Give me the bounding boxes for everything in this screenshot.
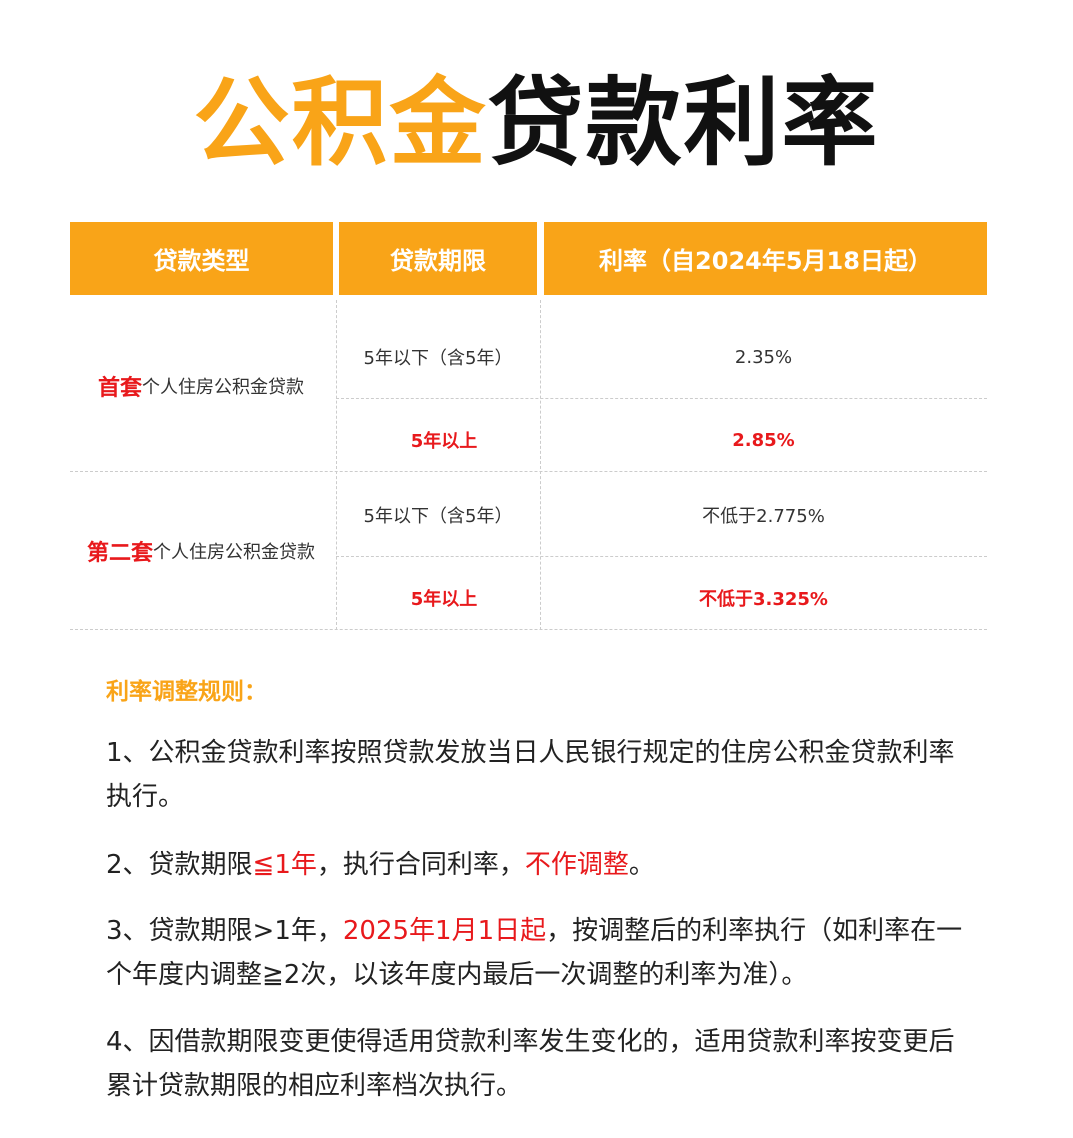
title-black: 贷款利率 [487, 67, 880, 179]
term-cell: 5年以下（含5年） [363, 506, 513, 527]
term-cell: 5年以下（含5年） [363, 348, 513, 369]
type-emphasis: 第二套 [86, 540, 153, 566]
rule-1: 1、公积金贷款利率按照贷款发放当日人民银行规定的住房公积金贷款利率执行。 [106, 738, 955, 812]
loan-type-second: 第二套 个人住房公积金贷款 [66, 472, 336, 629]
text: 。 [628, 850, 655, 880]
divider [336, 556, 987, 557]
header-rate: 利率（自2024年5月18日起） [544, 222, 987, 295]
text: ，按调整后的利率执行（如利率在一个年度内调整≧2次，以该年度内最后一次调整的利率… [106, 916, 963, 990]
highlight: 2025年1月1日起 [342, 916, 547, 946]
rate-cell: 不低于3.325% [699, 589, 828, 610]
divider [336, 398, 987, 399]
rules-heading: 利率调整规则： [106, 679, 267, 705]
term-cell: 5年以上 [410, 431, 478, 452]
rule-3: 3、贷款期限>1年，2025年1月1日起，按调整后的利率执行（如利率在一个年度内… [106, 909, 976, 997]
header-loan-term: 贷款期限 [339, 222, 537, 295]
divider [70, 629, 987, 630]
title-orange: 公积金 [193, 67, 488, 179]
highlight: ≦1年 [252, 850, 317, 880]
header-loan-type: 贷款类型 [70, 222, 333, 295]
rule-2: 2、贷款期限≦1年，执行合同利率，不作调整。 [106, 843, 976, 887]
rate-cell: 2.35% [734, 346, 793, 368]
loan-type-first: 首套 个人住房公积金贷款 [66, 300, 336, 471]
text: 2、贷款期限 [106, 850, 253, 880]
type-text: 个人住房公积金贷款 [142, 376, 304, 398]
term-cell: 5年以上 [410, 589, 478, 610]
rate-cell: 2.85% [732, 429, 795, 451]
rate-cell: 不低于2.775% [702, 506, 825, 527]
type-emphasis: 首套 [97, 375, 142, 401]
text: ，执行合同利率， [316, 850, 525, 880]
page-title: 公积金贷款利率 [0, 68, 1073, 178]
text: 3、贷款期限>1年， [106, 916, 343, 946]
rule-4: 4、因借款期限变更使得适用贷款利率发生变化的，适用贷款利率按变更后累计贷款期限的… [106, 1027, 955, 1101]
type-text: 个人住房公积金贷款 [153, 541, 315, 563]
divider [336, 300, 337, 630]
divider [70, 471, 987, 472]
divider [540, 300, 541, 630]
highlight: 不作调整 [524, 850, 629, 880]
